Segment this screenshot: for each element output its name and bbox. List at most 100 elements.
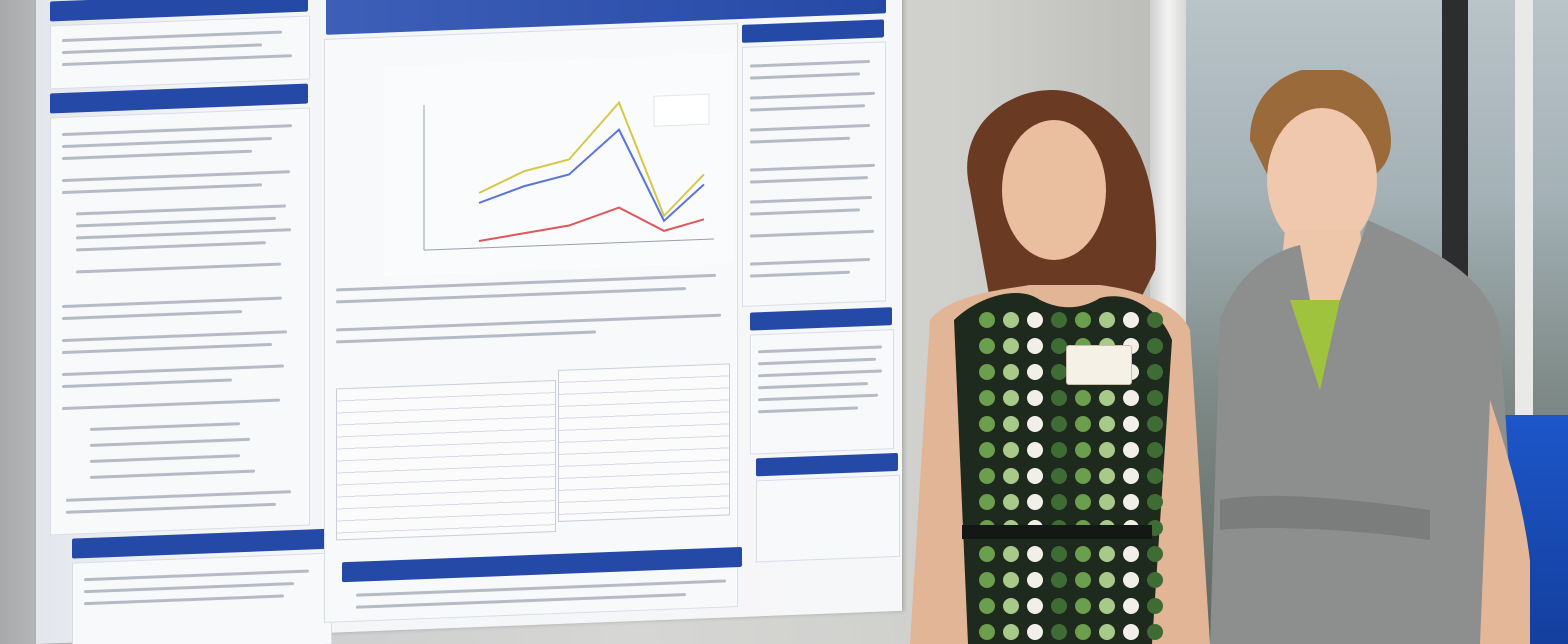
dress-dot — [1147, 416, 1163, 432]
dress-pattern — [979, 312, 1163, 640]
text-block — [756, 474, 900, 563]
dress-dot — [1051, 338, 1067, 354]
dress-dot — [979, 312, 995, 328]
dress-dot — [979, 468, 995, 484]
dress-dot — [1051, 598, 1067, 614]
section-header — [756, 452, 898, 477]
two-women-presenters — [910, 70, 1530, 644]
chart-series-line — [478, 127, 705, 223]
dress-dot — [979, 494, 995, 510]
dress-dot — [1003, 416, 1019, 432]
dress-dot — [1075, 390, 1091, 406]
dress-dot — [979, 598, 995, 614]
dress-dot — [979, 442, 995, 458]
dress-dot — [1051, 572, 1067, 588]
dress-dot — [1123, 390, 1139, 406]
data-table — [336, 380, 556, 541]
dress-dot — [1027, 312, 1043, 328]
dress-belt — [962, 525, 1152, 539]
dress-dot — [1051, 312, 1067, 328]
dress-dot — [1027, 442, 1043, 458]
dress-dot — [1075, 572, 1091, 588]
dress-dot — [1003, 624, 1019, 640]
green-top — [1290, 300, 1340, 390]
section-header — [742, 19, 884, 43]
dress-dot — [1147, 598, 1163, 614]
dress-dot — [1123, 624, 1139, 640]
dress-dot — [1027, 390, 1043, 406]
data-table — [558, 363, 730, 522]
gray-jacket — [1210, 220, 1520, 644]
dress-dot — [1099, 312, 1115, 328]
dress-dot — [979, 390, 995, 406]
dress-dot — [1051, 468, 1067, 484]
dress-dot — [1027, 624, 1043, 640]
dress-dot — [1123, 312, 1139, 328]
dress-dot — [1123, 546, 1139, 562]
dress-dot — [1027, 546, 1043, 562]
dress-dot — [1147, 572, 1163, 588]
dress-dot — [979, 416, 995, 432]
dress-dot — [1099, 494, 1115, 510]
dress-dot — [1075, 494, 1091, 510]
dress-dot — [1027, 572, 1043, 588]
dress-dot — [1051, 390, 1067, 406]
dress-dot — [1147, 338, 1163, 354]
dress-dot — [1123, 572, 1139, 588]
dress-dot — [1123, 442, 1139, 458]
dress-dot — [1075, 624, 1091, 640]
dress-dot — [1123, 416, 1139, 432]
arm-right — [1480, 400, 1530, 644]
dress-dot — [979, 572, 995, 588]
dress-dot — [1003, 442, 1019, 458]
jacket-belt — [1220, 495, 1430, 540]
chart-series-line — [478, 206, 705, 242]
dress-dot — [1051, 546, 1067, 562]
woman-left — [910, 90, 1210, 644]
dress-dot — [1099, 416, 1115, 432]
dress-dot — [1051, 364, 1067, 380]
dress-dot — [1051, 416, 1067, 432]
dress-dot — [1147, 468, 1163, 484]
dress-dot — [1147, 312, 1163, 328]
dress-dot — [1099, 572, 1115, 588]
dress-dot — [1099, 624, 1115, 640]
dress-dot — [1099, 468, 1115, 484]
dress-dot — [1027, 598, 1043, 614]
dress-dot — [979, 546, 995, 562]
section-header — [750, 307, 892, 331]
dress-dot — [1027, 416, 1043, 432]
chart-x-axis — [424, 238, 714, 251]
dress-dot — [1147, 364, 1163, 380]
dress-dot — [1027, 364, 1043, 380]
dress-dot — [1051, 442, 1067, 458]
dress-dot — [1003, 494, 1019, 510]
dress-dot — [1003, 338, 1019, 354]
dress-dot — [1003, 390, 1019, 406]
dress-dot — [1003, 572, 1019, 588]
dress-dot — [1003, 312, 1019, 328]
chart-background — [384, 53, 734, 277]
chart-series-line — [478, 100, 705, 218]
face-left — [1002, 120, 1106, 260]
dress-dot — [1075, 442, 1091, 458]
dress-dot — [1147, 442, 1163, 458]
dress-dot — [1123, 598, 1139, 614]
dress-dot — [1027, 338, 1043, 354]
dress-dot — [1099, 390, 1115, 406]
dress-dot — [1099, 546, 1115, 562]
dress-dot — [1003, 364, 1019, 380]
dress-dot — [1075, 416, 1091, 432]
dress-dot — [1075, 312, 1091, 328]
dress-dot — [1003, 546, 1019, 562]
dress-dot — [1003, 598, 1019, 614]
line-chart — [384, 53, 734, 277]
dress-dot — [1003, 468, 1019, 484]
dress-dot — [979, 624, 995, 640]
chart-legend — [653, 93, 710, 127]
line-chart-figure — [384, 53, 734, 277]
dress-dot — [1147, 624, 1163, 640]
name-badge — [1066, 345, 1132, 385]
dress-dot — [1147, 390, 1163, 406]
